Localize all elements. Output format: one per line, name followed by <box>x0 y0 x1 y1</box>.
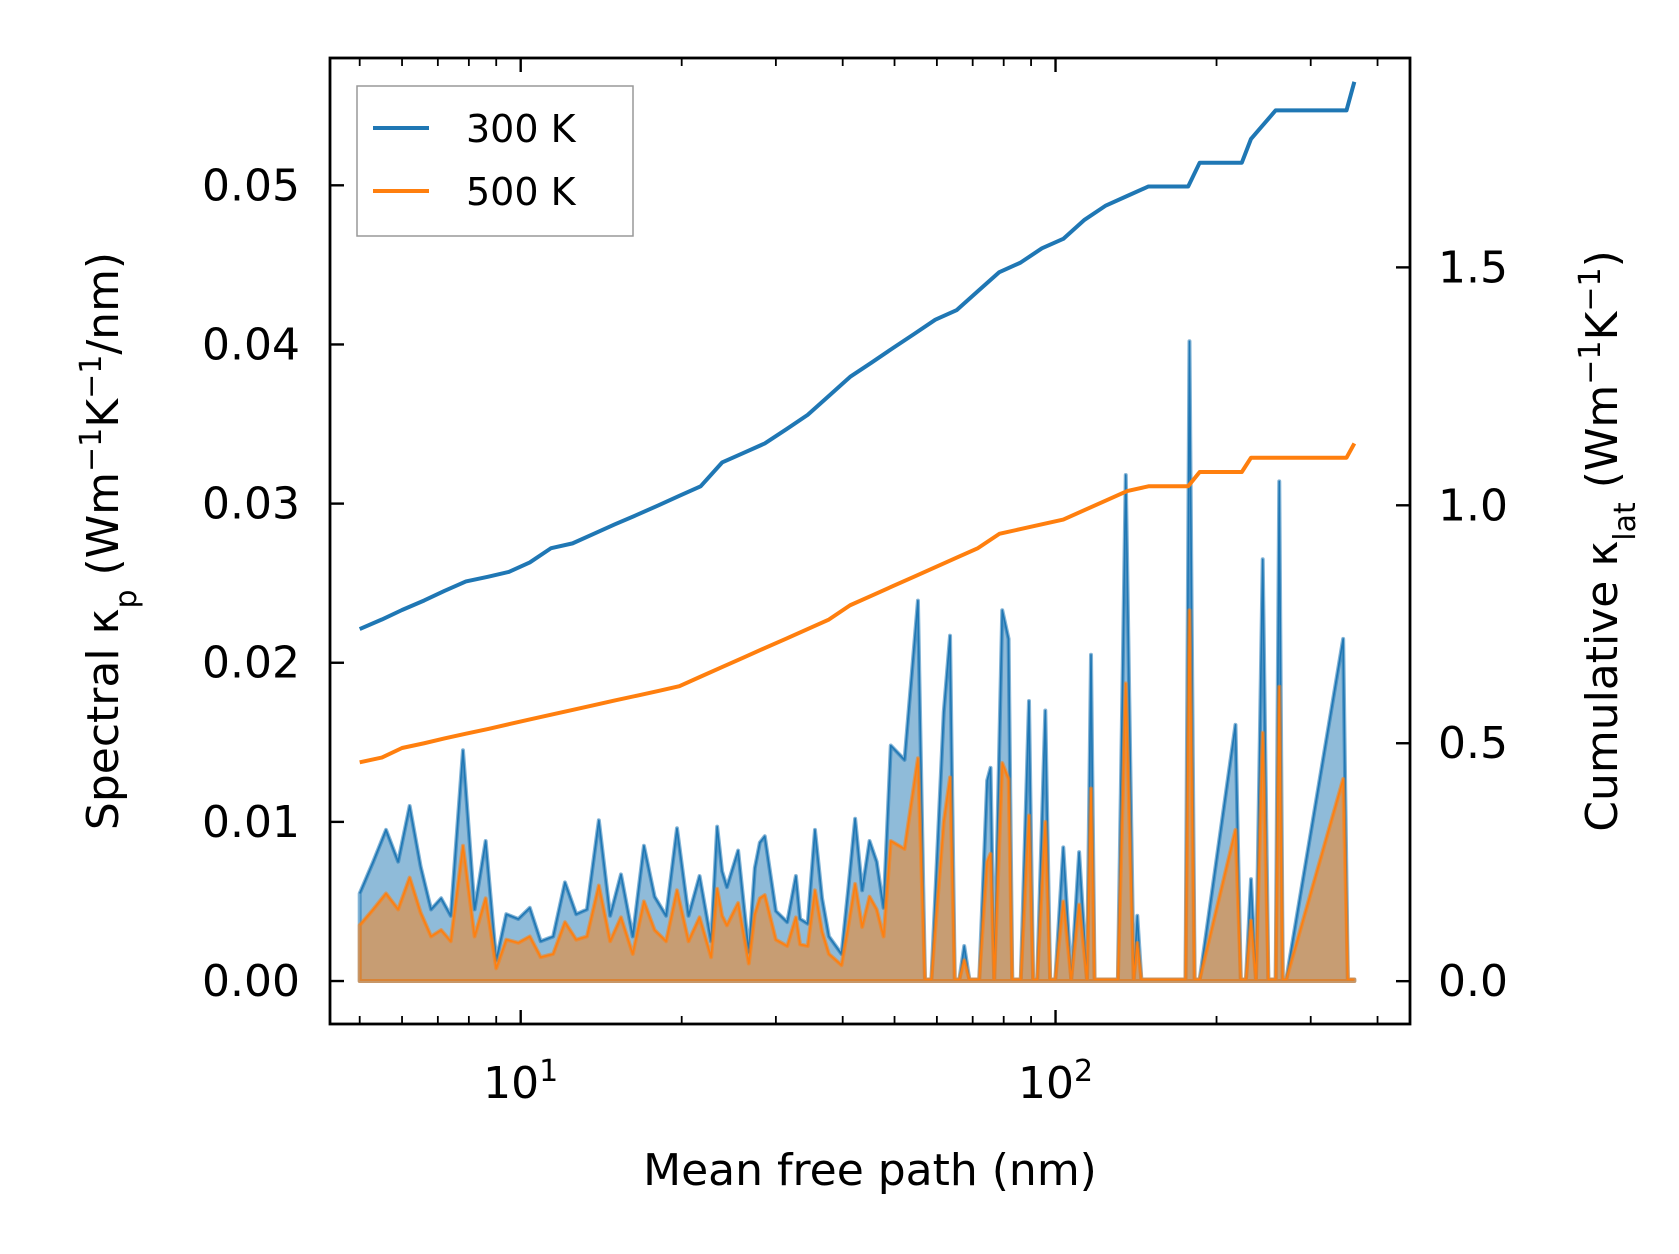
y-right-tick-label-0: 0.0 <box>1438 956 1508 1007</box>
x-axis-title: Mean free path (nm) <box>643 1145 1097 1196</box>
legend-label-300k: 300 K <box>466 107 577 151</box>
y-right-tick-label-3: 1.5 <box>1438 242 1508 293</box>
x-tick-label-0: 101 <box>483 1054 558 1110</box>
cumulative-line-series-0 <box>358 81 1357 631</box>
y-left-tick-label-3: 0.03 <box>202 479 300 530</box>
plot-frame <box>328 56 1412 1026</box>
y-right-axis-title: Cumulative κlat (Wm−1K−1) <box>1573 250 1643 832</box>
y-left-axis-ticks: 0.00 0.01 0.02 0.03 0.04 0.05 <box>202 160 344 1007</box>
legend-label-500k: 500 K <box>466 170 577 214</box>
x-axis-ticks: 101 102 <box>358 58 1379 1110</box>
axes: 101 102 0.00 0.01 0.02 0.03 0.04 0.05 0.0 0.5 1.… <box>202 56 1508 1110</box>
y-right-tick-label-1: 0.5 <box>1438 718 1508 769</box>
y-left-tick-label-5: 0.05 <box>202 160 300 211</box>
y-left-axis-title: Spectral κp (Wm−1K−1/nm) <box>74 252 144 830</box>
spectral-line-series-1 <box>359 609 1355 981</box>
cumulative-line-series-1 <box>359 442 1357 765</box>
y-left-tick-label-2: 0.02 <box>202 638 300 689</box>
y-right-tick-label-2: 1.0 <box>1438 480 1508 531</box>
x-tick-label-1: 102 <box>1018 1054 1093 1110</box>
legend: 300 K 500 K <box>356 85 634 237</box>
y-left-tick-label-4: 0.04 <box>202 319 300 370</box>
legend-box <box>356 85 634 237</box>
plot-area <box>357 81 1357 984</box>
y-left-tick-label-1: 0.01 <box>202 797 300 848</box>
y-left-tick-label-0: 0.00 <box>202 956 300 1007</box>
y-right-axis-ticks: 0.0 0.5 1.0 1.5 <box>1396 242 1508 1007</box>
